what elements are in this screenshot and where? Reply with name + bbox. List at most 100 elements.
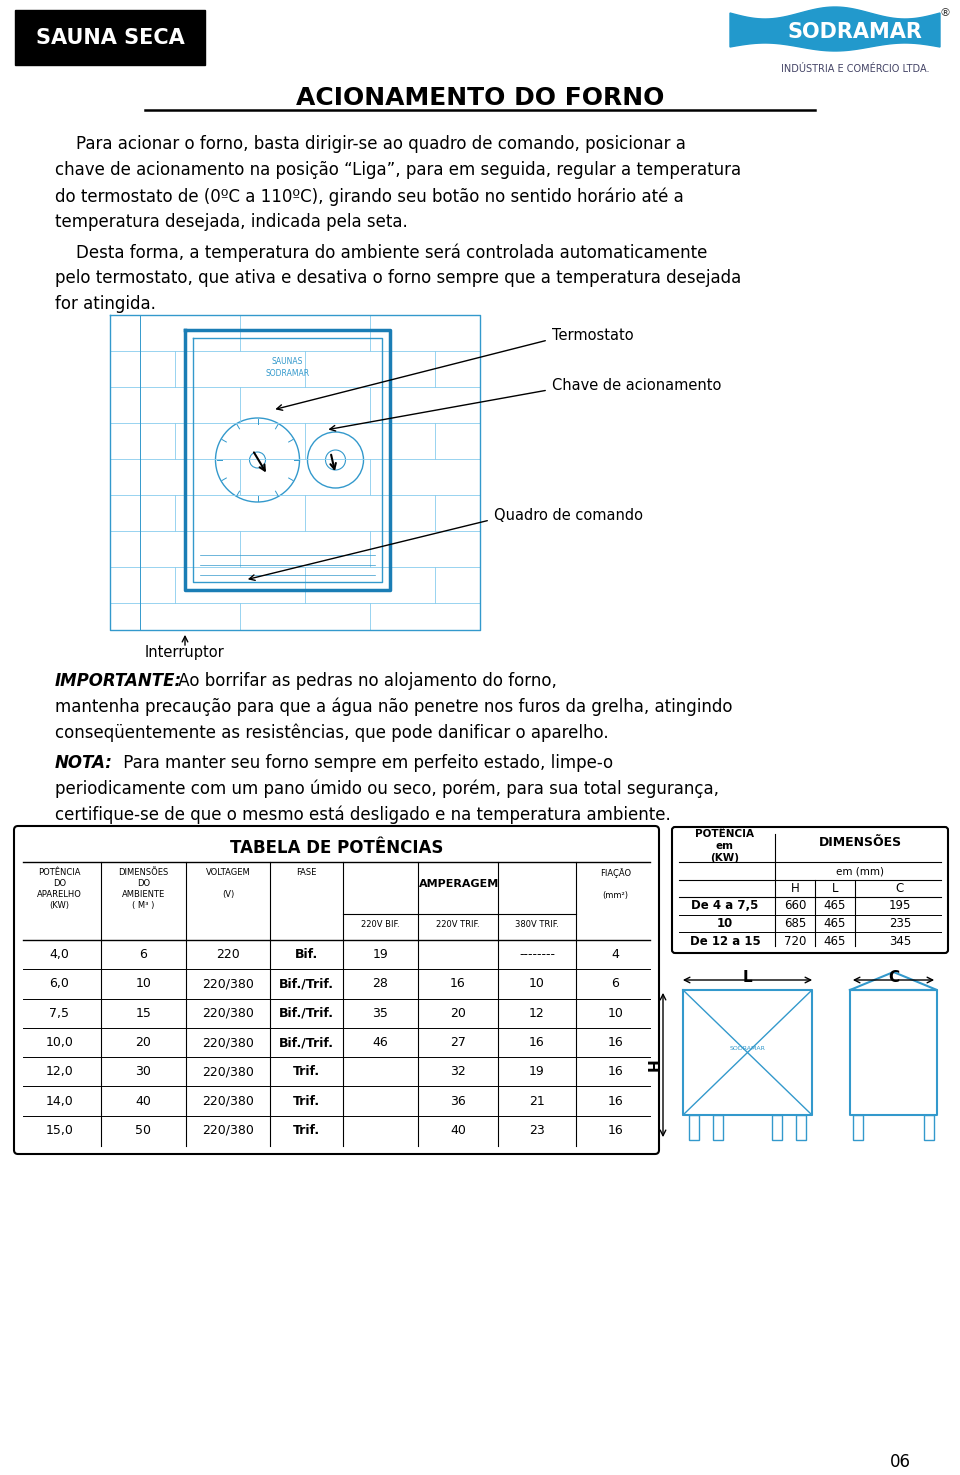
Text: 16: 16 bbox=[608, 1035, 623, 1049]
Text: 30: 30 bbox=[135, 1065, 152, 1078]
Text: INDÚSTRIA E COMÉRCIO LTDA.: INDÚSTRIA E COMÉRCIO LTDA. bbox=[780, 63, 929, 74]
Bar bbox=[796, 1115, 806, 1140]
Text: Quadro de comando: Quadro de comando bbox=[494, 507, 643, 522]
Text: 16: 16 bbox=[608, 1065, 623, 1078]
Text: em (mm): em (mm) bbox=[836, 866, 884, 876]
Text: C: C bbox=[888, 971, 900, 985]
Text: 220/380: 220/380 bbox=[202, 1094, 254, 1108]
Text: SODRAMAR: SODRAMAR bbox=[787, 22, 923, 41]
Text: Trif.: Trif. bbox=[293, 1124, 320, 1137]
Text: 220/380: 220/380 bbox=[202, 978, 254, 990]
Text: Para manter seu forno sempre em perfeito estado, limpe-o: Para manter seu forno sempre em perfeito… bbox=[118, 754, 613, 771]
Text: 4: 4 bbox=[612, 948, 619, 962]
Text: 20: 20 bbox=[135, 1035, 152, 1049]
Text: SODRAMAR: SODRAMAR bbox=[730, 1046, 765, 1052]
Text: Ao borrifar as pedras no alojamento do forno,: Ao borrifar as pedras no alojamento do f… bbox=[173, 673, 557, 690]
Text: ACIONAMENTO DO FORNO: ACIONAMENTO DO FORNO bbox=[296, 86, 664, 111]
Text: 10,0: 10,0 bbox=[45, 1035, 73, 1049]
Text: 40: 40 bbox=[135, 1094, 152, 1108]
Text: ®: ® bbox=[940, 7, 950, 18]
Text: 6: 6 bbox=[612, 978, 619, 990]
Text: 465: 465 bbox=[824, 900, 846, 913]
Text: conseqüentemente as resistências, que pode danificar o aparelho.: conseqüentemente as resistências, que po… bbox=[55, 724, 609, 742]
Text: 6: 6 bbox=[139, 948, 148, 962]
Polygon shape bbox=[730, 7, 940, 52]
Text: mantenha precaução para que a água não penetre nos furos da grelha, atingindo: mantenha precaução para que a água não p… bbox=[55, 698, 732, 717]
Text: 220/380: 220/380 bbox=[202, 1124, 254, 1137]
Text: SAUNA SECA: SAUNA SECA bbox=[36, 28, 184, 47]
Text: periodicamente com um pano úmido ou seco, porém, para sua total segurança,: periodicamente com um pano úmido ou seco… bbox=[55, 780, 719, 798]
Text: 685: 685 bbox=[784, 917, 806, 931]
Text: 28: 28 bbox=[372, 978, 389, 990]
Text: 465: 465 bbox=[824, 917, 846, 931]
Text: De 4 a 7,5: De 4 a 7,5 bbox=[691, 900, 758, 913]
Text: 50: 50 bbox=[135, 1124, 152, 1137]
Text: TABELA DE POTÊNCIAS: TABELA DE POTÊNCIAS bbox=[229, 839, 444, 857]
Text: Desta forma, a temperatura do ambiente será controlada automaticamente: Desta forma, a temperatura do ambiente s… bbox=[55, 243, 708, 261]
Bar bbox=[924, 1115, 934, 1140]
Text: 14,0: 14,0 bbox=[46, 1094, 73, 1108]
Text: C: C bbox=[896, 882, 904, 894]
Text: for atingida.: for atingida. bbox=[55, 295, 156, 313]
Text: Bif.: Bif. bbox=[295, 948, 318, 962]
Text: 220: 220 bbox=[216, 948, 240, 962]
Text: 12: 12 bbox=[529, 1007, 545, 1019]
Text: 27: 27 bbox=[450, 1035, 466, 1049]
Text: 16: 16 bbox=[608, 1094, 623, 1108]
Text: Termostato: Termostato bbox=[552, 327, 634, 342]
Text: 35: 35 bbox=[372, 1007, 389, 1019]
Text: L: L bbox=[743, 971, 753, 985]
Text: 10: 10 bbox=[717, 917, 733, 931]
Text: pelo termostato, que ativa e desativa o forno sempre que a temperatura desejada: pelo termostato, que ativa e desativa o … bbox=[55, 268, 741, 288]
Text: SODRAMAR: SODRAMAR bbox=[265, 370, 309, 379]
Text: H: H bbox=[647, 1059, 662, 1071]
Text: 15,0: 15,0 bbox=[45, 1124, 73, 1137]
Text: 15: 15 bbox=[135, 1007, 152, 1019]
Text: 06: 06 bbox=[890, 1453, 910, 1471]
FancyBboxPatch shape bbox=[14, 826, 659, 1153]
Text: 19: 19 bbox=[529, 1065, 545, 1078]
Text: DIMENSÕES: DIMENSÕES bbox=[819, 836, 901, 850]
Text: AMPERAGEM: AMPERAGEM bbox=[420, 879, 499, 889]
Text: 16: 16 bbox=[608, 1124, 623, 1137]
Text: 465: 465 bbox=[824, 935, 846, 947]
Text: FIAÇÃO

(mm²): FIAÇÃO (mm²) bbox=[600, 867, 631, 900]
Text: 720: 720 bbox=[783, 935, 806, 947]
Text: L: L bbox=[831, 882, 838, 894]
Text: 380V TRIF.: 380V TRIF. bbox=[516, 920, 559, 929]
Bar bbox=[689, 1115, 699, 1140]
Text: 10: 10 bbox=[135, 978, 152, 990]
Text: 235: 235 bbox=[889, 917, 911, 931]
Text: 10: 10 bbox=[608, 1007, 623, 1019]
Text: 345: 345 bbox=[889, 935, 911, 947]
Text: 23: 23 bbox=[529, 1124, 545, 1137]
Text: POTÊNCIA
em
(KW): POTÊNCIA em (KW) bbox=[695, 829, 755, 863]
Text: Chave de acionamento: Chave de acionamento bbox=[552, 378, 721, 392]
Text: 36: 36 bbox=[450, 1094, 466, 1108]
Text: POTÊNCIA
DO
APARELHO
(KW): POTÊNCIA DO APARELHO (KW) bbox=[37, 867, 82, 910]
Text: DIMENSÕES
DO
AMBIENTE
( M³ ): DIMENSÕES DO AMBIENTE ( M³ ) bbox=[118, 867, 169, 910]
Text: 195: 195 bbox=[889, 900, 911, 913]
Text: 19: 19 bbox=[372, 948, 389, 962]
Text: 660: 660 bbox=[783, 900, 806, 913]
Text: 220V BIF.: 220V BIF. bbox=[361, 920, 399, 929]
Text: 46: 46 bbox=[372, 1035, 389, 1049]
Text: 16: 16 bbox=[450, 978, 466, 990]
Text: 7,5: 7,5 bbox=[50, 1007, 69, 1019]
Text: 12,0: 12,0 bbox=[46, 1065, 73, 1078]
Text: Bif./Trif.: Bif./Trif. bbox=[279, 1035, 334, 1049]
Text: Para acionar o forno, basta dirigir-se ao quadro de comando, posicionar a: Para acionar o forno, basta dirigir-se a… bbox=[55, 136, 685, 153]
Text: NOTA:: NOTA: bbox=[55, 754, 113, 771]
Text: De 12 a 15: De 12 a 15 bbox=[689, 935, 760, 947]
Text: Bif./Trif.: Bif./Trif. bbox=[279, 978, 334, 990]
Text: temperatura desejada, indicada pela seta.: temperatura desejada, indicada pela seta… bbox=[55, 212, 408, 232]
Text: 4,0: 4,0 bbox=[50, 948, 69, 962]
Text: do termostato de (0ºC a 110ºC), girando seu botão no sentido horário até a: do termostato de (0ºC a 110ºC), girando … bbox=[55, 187, 684, 205]
Text: certifique-se de que o mesmo está desligado e na temperatura ambiente.: certifique-se de que o mesmo está deslig… bbox=[55, 805, 671, 825]
Text: 220/380: 220/380 bbox=[202, 1065, 254, 1078]
Text: VOLTAGEM

(V): VOLTAGEM (V) bbox=[205, 867, 251, 900]
Text: Trif.: Trif. bbox=[293, 1065, 320, 1078]
Text: 16: 16 bbox=[529, 1035, 545, 1049]
Text: 10: 10 bbox=[529, 978, 545, 990]
Text: 20: 20 bbox=[450, 1007, 466, 1019]
